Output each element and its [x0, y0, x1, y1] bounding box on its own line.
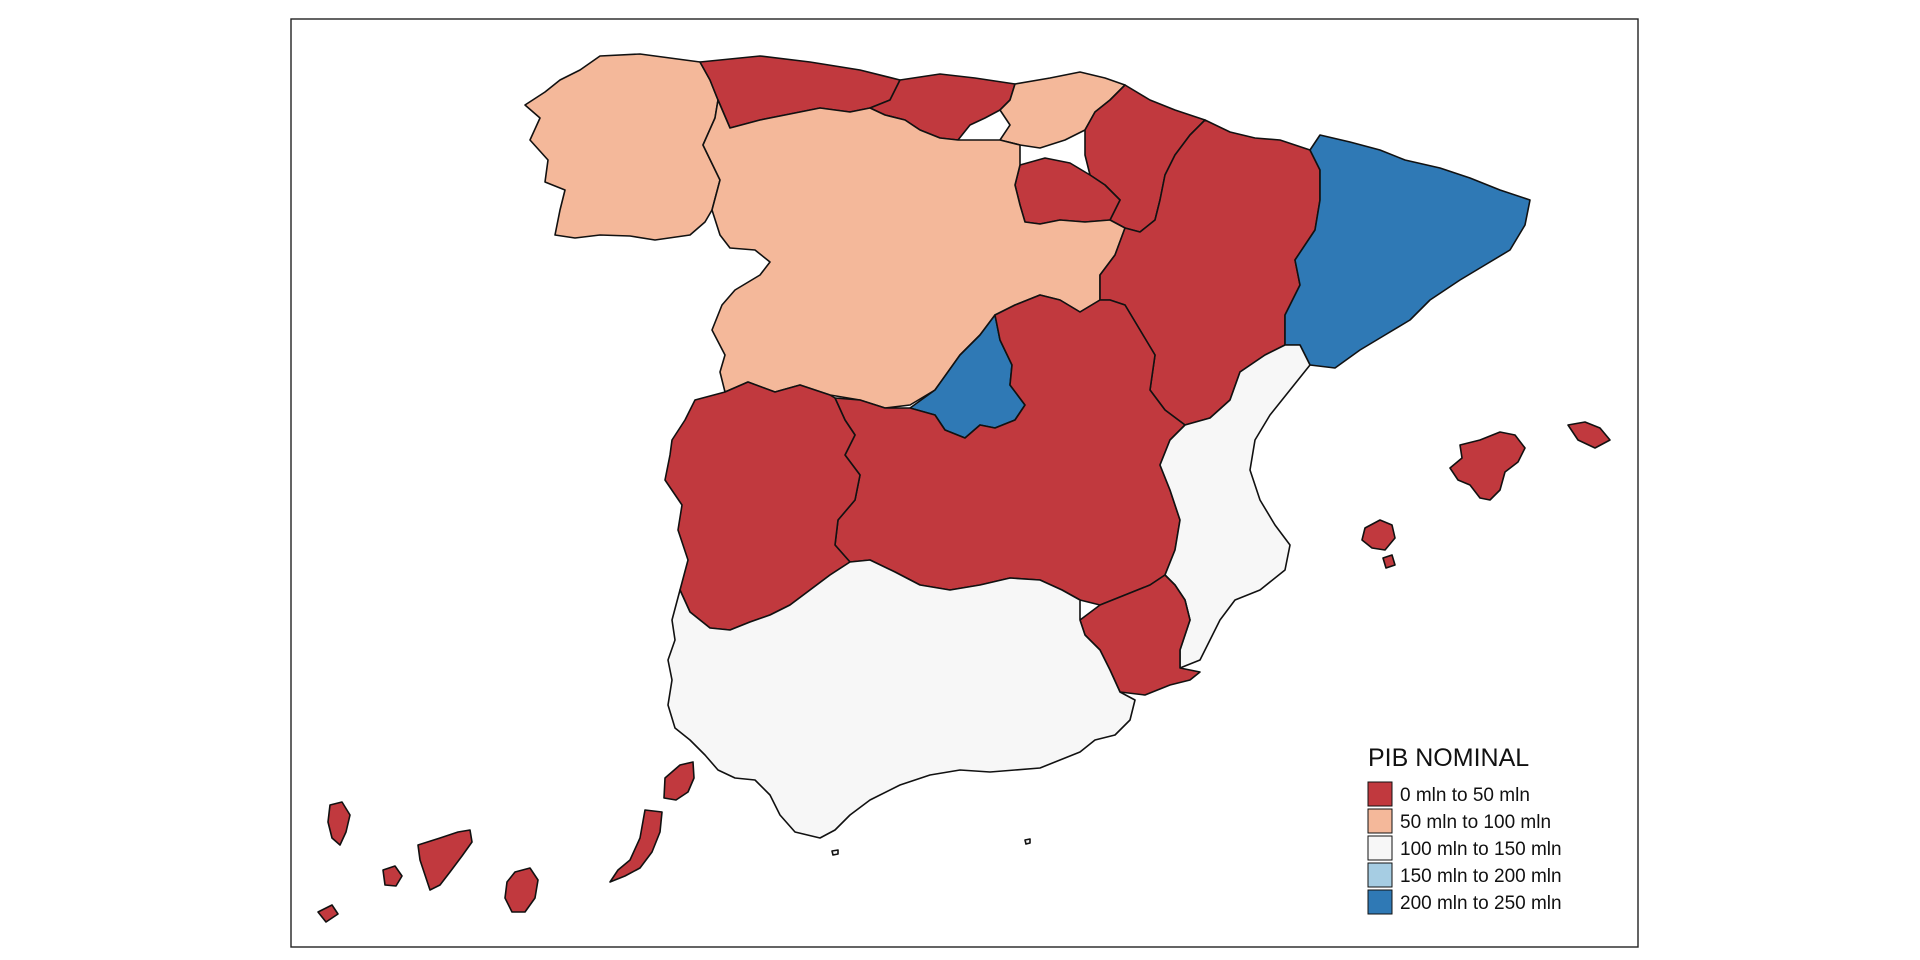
- legend-swatch-4: [1367, 889, 1393, 915]
- region-canarias-la-palma[interactable]: [327, 801, 351, 846]
- region-pais-vasco[interactable]: [999, 71, 1126, 149]
- legend-title: PIB NOMINAL: [1368, 744, 1529, 772]
- region-melilla[interactable]: [1024, 838, 1031, 845]
- legend-swatch-1: [1367, 808, 1393, 834]
- region-canarias-tenerife[interactable]: [417, 829, 473, 891]
- legend-swatch-0: [1367, 781, 1393, 807]
- legend-swatch-2: [1367, 835, 1393, 861]
- region-baleares-menorca[interactable]: [1567, 421, 1611, 449]
- legend-swatch-3: [1367, 862, 1393, 888]
- region-baleares-formentera[interactable]: [1382, 554, 1396, 569]
- region-canarias-gran-canaria[interactable]: [504, 867, 539, 913]
- region-valencia[interactable]: [1159, 344, 1311, 669]
- legend-label-0: 0 mln to 50 mln: [1400, 785, 1530, 806]
- legend-label-4: 200 mln to 250 mln: [1400, 893, 1562, 914]
- legend-label-3: 150 mln to 200 mln: [1400, 866, 1562, 887]
- region-ceuta[interactable]: [831, 849, 839, 856]
- region-canarias-fuerteventura[interactable]: [609, 809, 663, 883]
- legend-label-2: 100 mln to 150 mln: [1400, 839, 1562, 860]
- region-baleares-ibiza[interactable]: [1361, 519, 1396, 551]
- region-andalucia[interactable]: [667, 559, 1136, 839]
- legend: PIB NOMINAL 0 mln to 50 mln 50 mln to 10…: [1367, 744, 1562, 915]
- region-canarias-el-hierro[interactable]: [317, 904, 339, 923]
- region-canarias-la-gomera[interactable]: [382, 865, 403, 887]
- region-baleares-mallorca[interactable]: [1449, 431, 1526, 501]
- legend-label-1: 50 mln to 100 mln: [1400, 812, 1551, 833]
- region-canarias-lanzarote[interactable]: [663, 761, 695, 801]
- region-cataluna[interactable]: [1284, 134, 1531, 369]
